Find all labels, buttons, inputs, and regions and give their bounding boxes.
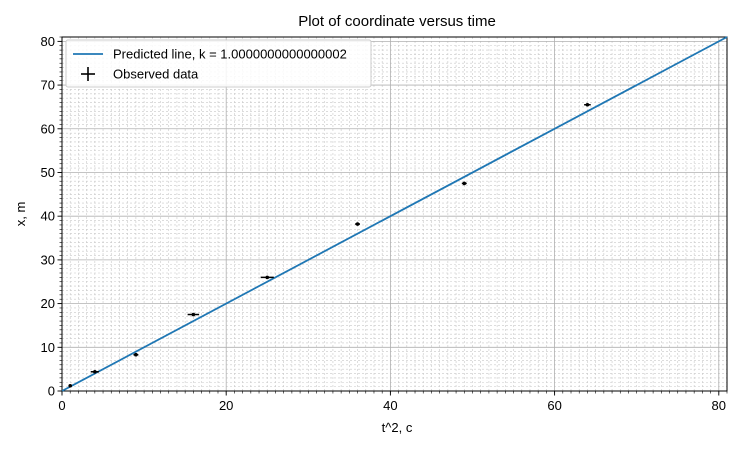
predicted-line bbox=[61, 36, 728, 392]
x-tick-label: 40 bbox=[383, 398, 397, 413]
series-layer bbox=[61, 36, 728, 392]
x-tick-label: 80 bbox=[712, 398, 726, 413]
y-tick-label: 30 bbox=[41, 252, 55, 267]
y-tick-label: 70 bbox=[41, 78, 55, 93]
y-tick-label: 60 bbox=[41, 121, 55, 136]
chart-title: Plot of coordinate versus time bbox=[298, 13, 496, 30]
y-axis-label: x, m bbox=[13, 202, 28, 227]
observed-data-point bbox=[191, 312, 196, 317]
observed-data-point bbox=[585, 102, 590, 107]
x-tick-label: 0 bbox=[58, 398, 65, 413]
grid-layer bbox=[61, 37, 727, 392]
observed-data-point bbox=[68, 383, 73, 388]
legend-label-predicted: Predicted line, k = 1.0000000000000002 bbox=[113, 47, 347, 62]
x-tick-label: 20 bbox=[219, 398, 233, 413]
y-tick-label: 40 bbox=[41, 209, 55, 224]
ticks-layer: 0 20 40 60 80 0 10 20 30 40 50 60 70 80 bbox=[41, 34, 728, 413]
observed-data-point bbox=[93, 369, 97, 374]
observed-data-point bbox=[134, 352, 138, 357]
x-tick-label: 60 bbox=[547, 398, 561, 413]
legend-label-observed: Observed data bbox=[113, 67, 199, 82]
x-axis-label: t^2, c bbox=[382, 420, 413, 435]
y-tick-label: 10 bbox=[41, 340, 55, 355]
plot-frame bbox=[61, 36, 728, 392]
legend: Predicted line, k = 1.0000000000000002 O… bbox=[65, 39, 372, 88]
y-tick-label: 80 bbox=[41, 34, 55, 49]
observed-data-point bbox=[355, 222, 360, 226]
y-tick-label: 50 bbox=[41, 165, 55, 180]
y-tick-label: 0 bbox=[48, 384, 55, 399]
observed-data-point bbox=[265, 275, 270, 280]
legend-box bbox=[65, 39, 372, 88]
observed-data-point bbox=[462, 181, 467, 186]
y-tick-label: 20 bbox=[41, 296, 55, 311]
